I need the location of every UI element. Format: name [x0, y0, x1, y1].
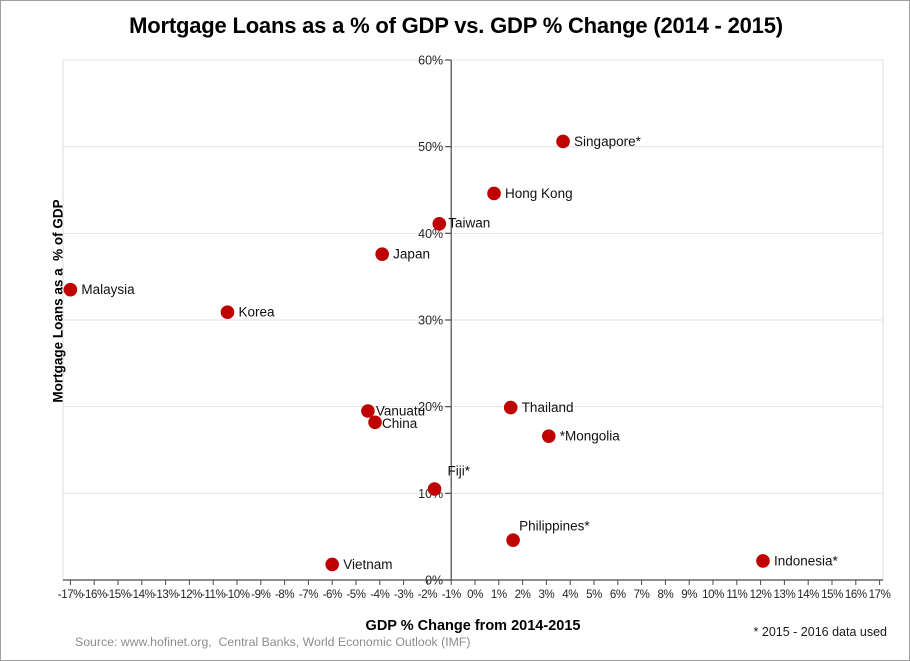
x-tick-label: 15% — [821, 589, 843, 601]
x-tick-label: -9% — [251, 589, 270, 601]
x-tick-label: -15% — [105, 589, 130, 601]
data-point-vanuatu — [361, 404, 375, 418]
data-point-label-singapore: Singapore* — [574, 134, 642, 149]
data-point-thailand — [503, 400, 518, 415]
data-point-label-vietnam: Vietnam — [343, 557, 392, 572]
y-axis-title: Mortgage Loans as a % of GDP — [50, 199, 66, 403]
x-tick-label: -14% — [129, 589, 154, 601]
footnote-text: * 2015 - 2016 data used — [753, 625, 887, 639]
x-tick-label: -16% — [82, 589, 107, 601]
x-tick-label: 9% — [681, 589, 697, 601]
x-axis-title: GDP % Change from 2014-2015 — [365, 618, 581, 634]
data-point-label-china: China — [382, 416, 418, 431]
x-tick-label: 11% — [726, 589, 747, 601]
data-point-label-malaysia: Malaysia — [81, 282, 135, 297]
data-point-label-mongolia: *Mongolia — [560, 429, 621, 444]
data-point-singapore — [556, 134, 570, 149]
data-point-korea — [220, 305, 235, 319]
x-tick-label: -6% — [323, 589, 342, 601]
y-tick-label: 50% — [418, 140, 443, 154]
data-point-mongolia — [541, 429, 556, 443]
x-tick-label: -8% — [275, 589, 294, 601]
y-tick-label: 20% — [418, 400, 443, 414]
x-tick-label: 12% — [750, 589, 772, 601]
x-tick-label: 8% — [657, 589, 673, 601]
y-tick-label: 40% — [418, 227, 443, 241]
x-tick-label: -10% — [224, 589, 249, 601]
data-point-fiji — [427, 482, 442, 496]
data-point-vietnam — [325, 557, 340, 572]
data-point-label-fiji: Fiji* — [448, 463, 471, 478]
x-tick-label: -4% — [370, 589, 389, 601]
data-point-label-hong-kong: Hong Kong — [505, 186, 573, 201]
x-tick-label: 4% — [562, 589, 578, 601]
data-point-taiwan — [432, 216, 447, 231]
y-tick-label: 30% — [418, 313, 443, 327]
data-point-label-taiwan: Taiwan — [448, 215, 490, 230]
x-tick-label: -7% — [299, 589, 318, 601]
x-tick-label: -11% — [201, 589, 226, 601]
x-tick-label: -5% — [346, 589, 365, 601]
x-tick-label: -3% — [394, 589, 413, 601]
data-point-china — [368, 415, 382, 430]
x-tick-label: 10% — [702, 589, 724, 601]
x-tick-label: 17% — [869, 589, 891, 601]
data-point-indonesia — [756, 554, 770, 568]
data-point-label-thailand: Thailand — [522, 400, 574, 415]
x-tick-label: 13% — [773, 589, 795, 601]
x-tick-label: 14% — [797, 589, 819, 601]
x-tick-label: 1% — [491, 589, 507, 601]
data-point-label-korea: Korea — [238, 305, 275, 320]
x-tick-label: 0% — [467, 589, 483, 601]
x-tick-label: -12% — [177, 589, 202, 601]
x-tick-label: -13% — [153, 589, 178, 601]
x-tick-label: 5% — [586, 589, 602, 601]
x-tick-label: 3% — [538, 589, 554, 601]
data-point-label-vanuatu: Vanuatu — [376, 403, 425, 418]
x-tick-label: -2% — [418, 589, 437, 601]
data-point-label-japan: Japan — [393, 247, 430, 262]
data-point-japan — [375, 247, 389, 261]
x-tick-label: 7% — [634, 589, 650, 601]
data-point-philippines — [506, 533, 520, 547]
x-tick-label: -1% — [442, 589, 461, 601]
x-tick-label: 2% — [515, 589, 531, 601]
data-point-label-indonesia: Indonesia* — [774, 553, 839, 568]
x-tick-label: 6% — [610, 589, 626, 601]
data-point-hong-kong — [487, 186, 501, 201]
x-tick-label: -17% — [58, 589, 83, 601]
data-point-malaysia — [63, 282, 78, 297]
data-point-label-philippines: Philippines* — [519, 519, 590, 534]
chart-title: Mortgage Loans as a % of GDP vs. GDP % C… — [129, 13, 783, 38]
x-tick-label: 16% — [845, 589, 867, 601]
y-tick-label: 60% — [418, 53, 443, 67]
source-text: Source: www.hofinet.org, Central Banks, … — [75, 635, 471, 649]
